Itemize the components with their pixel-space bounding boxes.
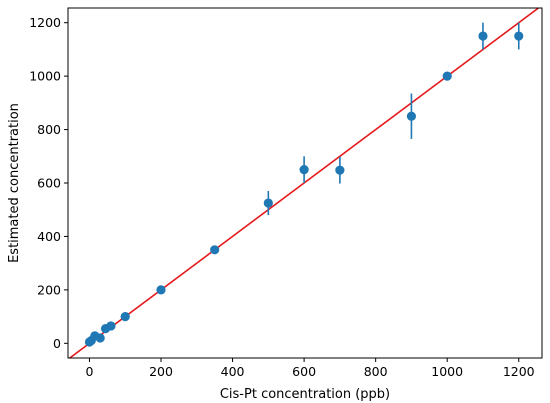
x-tick-label: 1000 <box>431 364 463 379</box>
fit-line <box>68 8 540 358</box>
x-tick-label: 800 <box>364 364 388 379</box>
point-marker <box>263 198 273 208</box>
data-point <box>514 22 524 50</box>
x-axis-label: Cis-Pt concentration (ppb) <box>220 387 390 402</box>
plot-frame <box>67 7 543 359</box>
x-tick-label: 200 <box>149 364 173 379</box>
x-tick-label: 0 <box>85 364 93 379</box>
y-tick-label: 400 <box>37 229 61 244</box>
data-point <box>442 71 452 81</box>
point-marker <box>210 245 220 255</box>
data-point <box>120 311 130 322</box>
point-marker <box>478 31 488 41</box>
data-point <box>263 191 273 216</box>
data-point <box>156 285 166 295</box>
data-point <box>106 321 116 331</box>
y-tick-label: 1200 <box>29 15 61 30</box>
point-marker <box>299 165 309 175</box>
point-marker <box>442 71 452 81</box>
data-point <box>95 333 105 343</box>
data-point <box>478 22 488 50</box>
point-marker <box>406 111 417 121</box>
point-marker <box>120 311 130 322</box>
x-tick-label: 1200 <box>503 364 535 379</box>
y-tick-label: 200 <box>37 282 61 297</box>
y-tick-label: 600 <box>37 176 61 191</box>
point-marker <box>95 333 105 343</box>
point-marker <box>335 165 345 175</box>
y-tick-label: 0 <box>53 336 61 351</box>
data-point <box>299 156 309 183</box>
point-marker <box>514 31 524 41</box>
tick-layer: 0 200 400 600 800 1000 1200 0 200 400 600 800 1000 12… <box>29 15 535 379</box>
y-tick-label: 800 <box>37 122 61 137</box>
x-tick-label: 600 <box>292 364 316 379</box>
data-point <box>210 245 220 255</box>
data-points <box>84 22 524 347</box>
x-tick-label: 400 <box>221 364 245 379</box>
y-tick-label: 1000 <box>29 69 61 84</box>
point-marker <box>106 321 116 331</box>
y-axis-label: Estimated concentration <box>7 103 22 263</box>
data-point <box>335 156 345 184</box>
data-point <box>406 93 417 139</box>
point-marker <box>156 285 166 295</box>
